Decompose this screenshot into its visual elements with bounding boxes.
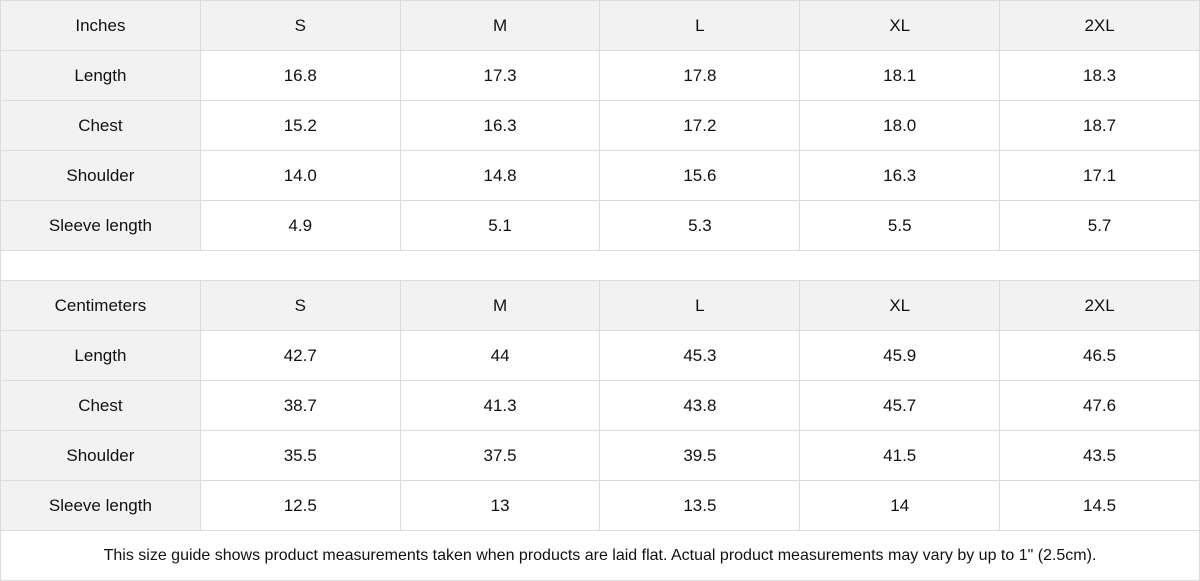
measurement-value: 17.1 [999,150,1200,201]
measurement-value: 38.7 [199,380,401,431]
size-header: 2XL [999,280,1200,331]
measurement-value: 14 [799,480,1001,531]
measurement-label: Sleeve length [0,480,201,531]
table-row: Chest 15.2 16.3 17.2 18.0 18.7 [0,100,1200,151]
inches-header-row: Inches S M L XL 2XL [0,0,1200,51]
measurement-value: 5.7 [999,200,1200,251]
size-header: 2XL [999,0,1200,51]
measurement-value: 35.5 [199,430,401,481]
measurement-value: 15.2 [199,100,401,151]
measurement-label: Shoulder [0,150,201,201]
measurement-value: 13 [399,480,601,531]
measurement-value: 46.5 [999,330,1200,381]
measurement-value: 47.6 [999,380,1200,431]
size-header: S [199,280,401,331]
measurement-label: Length [0,50,201,101]
size-header: M [399,0,601,51]
measurement-value: 17.8 [599,50,801,101]
table-row: Shoulder 14.0 14.8 15.6 16.3 17.1 [0,150,1200,201]
size-guide-note: This size guide shows product measuremen… [0,530,1200,581]
centimeters-header-row: Centimeters S M L XL 2XL [0,280,1200,331]
size-header: S [199,0,401,51]
measurement-label: Chest [0,100,201,151]
measurement-value: 4.9 [199,200,401,251]
measurement-value: 5.5 [799,200,1001,251]
measurement-value: 18.1 [799,50,1001,101]
measurement-value: 5.1 [399,200,601,251]
table-row: Length 42.7 44 45.3 45.9 46.5 [0,330,1200,381]
measurement-value: 41.3 [399,380,601,431]
size-header: XL [799,280,1001,331]
measurement-value: 12.5 [199,480,401,531]
spacer-row [0,250,1200,281]
measurement-value: 15.6 [599,150,801,201]
measurement-value: 14.0 [199,150,401,201]
table-row: Shoulder 35.5 37.5 39.5 41.5 43.5 [0,430,1200,481]
table-row: Chest 38.7 41.3 43.8 45.7 47.6 [0,380,1200,431]
measurement-label: Sleeve length [0,200,201,251]
measurement-value: 18.7 [999,100,1200,151]
measurement-value: 43.8 [599,380,801,431]
size-header: XL [799,0,1001,51]
measurement-value: 14.8 [399,150,601,201]
measurement-value: 18.0 [799,100,1001,151]
unit-header: Centimeters [0,280,201,331]
spacer-cell [0,250,1200,281]
measurement-value: 18.3 [999,50,1200,101]
size-header: L [599,280,801,331]
measurement-value: 17.3 [399,50,601,101]
measurement-value: 45.7 [799,380,1001,431]
table-row: Sleeve length 4.9 5.1 5.3 5.5 5.7 [0,200,1200,251]
size-header: M [399,280,601,331]
table-row: Sleeve length 12.5 13 13.5 14 14.5 [0,480,1200,531]
measurement-label: Length [0,330,201,381]
measurement-value: 13.5 [599,480,801,531]
measurement-value: 5.3 [599,200,801,251]
measurement-value: 16.3 [799,150,1001,201]
note-row: This size guide shows product measuremen… [0,530,1200,581]
measurement-value: 45.3 [599,330,801,381]
measurement-label: Chest [0,380,201,431]
measurement-value: 45.9 [799,330,1001,381]
measurement-label: Shoulder [0,430,201,481]
measurement-value: 16.3 [399,100,601,151]
unit-header: Inches [0,0,201,51]
measurement-value: 39.5 [599,430,801,481]
size-header: L [599,0,801,51]
measurement-value: 37.5 [399,430,601,481]
table-row: Length 16.8 17.3 17.8 18.1 18.3 [0,50,1200,101]
measurement-value: 43.5 [999,430,1200,481]
measurement-value: 41.5 [799,430,1001,481]
measurement-value: 14.5 [999,480,1200,531]
measurement-value: 42.7 [199,330,401,381]
measurement-value: 16.8 [199,50,401,101]
measurement-value: 17.2 [599,100,801,151]
measurement-value: 44 [399,330,601,381]
